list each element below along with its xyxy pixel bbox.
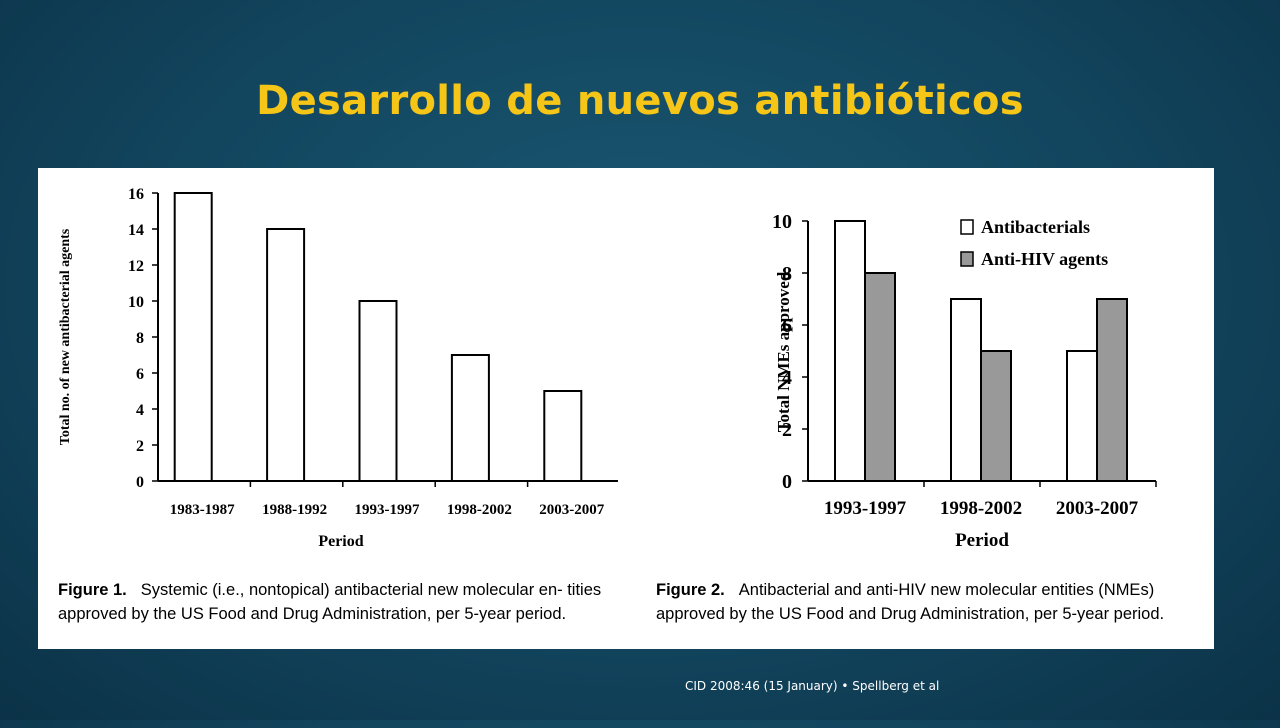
x-tick-label: 1993-1997 <box>824 498 907 519</box>
x-tick-label: 1998-2002 <box>447 502 512 518</box>
y-tick-label: 12 <box>128 258 144 275</box>
bar-antibacterials <box>950 298 982 482</box>
y-tick-label: 8 <box>782 263 792 285</box>
bar-anti-hiv-agents <box>1096 298 1128 482</box>
y-tick-label: 16 <box>128 186 144 203</box>
x-tick-label: 2003-2007 <box>1056 498 1139 519</box>
x-axis-title: Period <box>318 533 363 550</box>
x-axis-title: Period <box>955 530 1009 551</box>
bar <box>266 228 306 482</box>
figure-2-chart: 0 2 4 6 8 10 1993-1997 1998-2002 2003-2007 Period… <box>772 211 1157 551</box>
x-tick-label: 1983-1987 <box>170 502 235 518</box>
citation: CID 2008:46 (15 January) • Spellberg et … <box>685 679 940 693</box>
y-tick-label: 10 <box>772 211 792 233</box>
y-tick-label: 2 <box>136 438 144 455</box>
legend-label: Anti-HIV agents <box>981 249 1108 269</box>
y-tick-label: 4 <box>782 367 792 389</box>
y-tick-label: 4 <box>136 402 144 419</box>
bar-anti-hiv-agents <box>980 350 1012 482</box>
bar-antibacterials <box>834 220 866 482</box>
x-tick-label: 2003-2007 <box>539 502 604 518</box>
y-tick-label: 10 <box>128 294 144 311</box>
figure-1-chart: 0 2 4 6 8 10 12 14 16 1983-1987 1988-1992 1993-1997… <box>58 186 618 550</box>
legend-label: Antibacterials <box>981 217 1090 237</box>
figure-2-caption-label: Figure 2. <box>656 581 725 599</box>
bar <box>173 192 213 482</box>
bar <box>450 354 490 482</box>
legend-swatch <box>960 251 974 267</box>
x-tick-label: 1988-1992 <box>262 502 327 518</box>
y-tick-label: 8 <box>136 330 144 347</box>
bar-antibacterials <box>1066 350 1098 482</box>
bar <box>358 300 398 482</box>
bar-anti-hiv-agents <box>864 272 896 482</box>
legend-swatch <box>960 219 974 235</box>
y-axis-title: Total no. of new antibacterial agents <box>58 228 73 445</box>
y-tick-label: 14 <box>128 222 144 239</box>
x-tick-label: 1998-2002 <box>940 498 1022 519</box>
y-tick-label: 2 <box>782 419 792 441</box>
bar <box>543 390 583 482</box>
y-tick-label: 6 <box>136 366 144 383</box>
y-tick-label: 0 <box>136 474 144 491</box>
y-axis-title: Total NMEs approved <box>774 271 793 432</box>
figure-2-caption-text: Antibacterial and anti-HIV new molecular… <box>656 581 1165 623</box>
y-tick-label: 0 <box>782 471 792 493</box>
slide-title: Desarrollo de nuevos antibióticos <box>256 78 1024 124</box>
figure-2-caption: Figure 2. Antibacterial and anti-HIV new … <box>656 578 1216 626</box>
y-tick-label: 6 <box>782 315 792 337</box>
figure-1-caption: Figure 1. Systemic (i.e., nontopical) ant… <box>58 578 628 626</box>
x-tick-label: 1993-1997 <box>355 502 420 518</box>
figure-panel: 0 2 4 6 8 10 12 14 16 1983-1987 1988-1992 1993-1997… <box>38 168 1214 649</box>
figure-1-caption-label: Figure 1. <box>58 581 127 599</box>
figure-1-caption-text: Systemic (i.e., nontopical) antibacteria… <box>58 581 602 623</box>
